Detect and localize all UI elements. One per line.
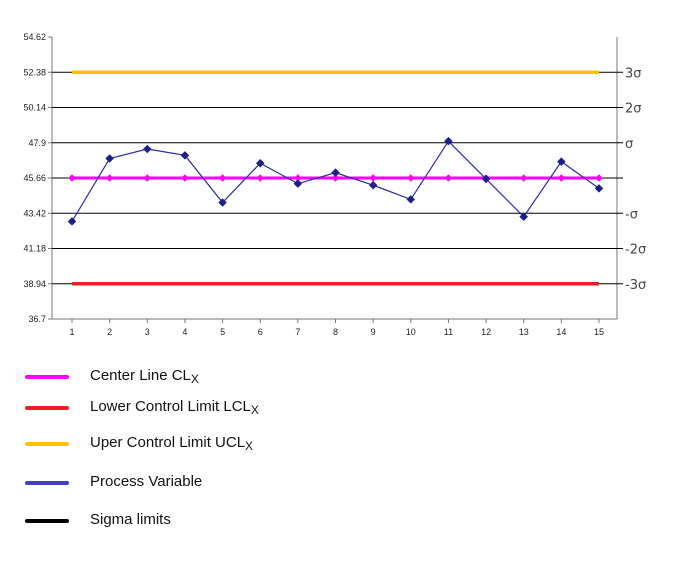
- center-line-point: [444, 174, 453, 182]
- legend-subscript-center-line: X: [190, 372, 199, 386]
- x-tick-label: 14: [556, 327, 566, 337]
- sigma-label: -3σ: [625, 278, 646, 293]
- x-tick-label: 8: [333, 327, 338, 337]
- sigma-label: -2σ: [625, 243, 646, 258]
- process-variable-point: [481, 174, 491, 184]
- center-line-point: [68, 174, 76, 182]
- legend-label-upper-control-limit: Uper Control Limit UCL: [90, 434, 246, 451]
- x-tick-label: 1: [69, 327, 74, 337]
- process-variable-point: [67, 217, 77, 226]
- control-chart: 36.738.9441.1843.4245.6647.950.1452.3854…: [23, 32, 646, 337]
- center-line-point: [105, 174, 114, 182]
- center-line-point: [218, 174, 227, 182]
- legend-swatch-upper-control-limit: [25, 442, 69, 446]
- x-tick-label: 11: [444, 327, 453, 337]
- y-tick-label: 41.18: [23, 244, 46, 254]
- x-tick-label: 7: [295, 327, 300, 337]
- process-variable-point: [368, 180, 378, 190]
- y-tick-label: 43.42: [23, 208, 46, 218]
- legend-swatch-sigma-limits: [25, 519, 69, 523]
- process-variable-point: [406, 195, 416, 204]
- center-line-point: [595, 174, 603, 182]
- legend-swatch-lower-control-limit: [25, 406, 69, 410]
- process-variable-point: [331, 168, 340, 178]
- process-variable-point: [142, 144, 152, 154]
- sigma-label: 2σ: [625, 102, 642, 117]
- x-tick-label: 6: [258, 327, 263, 337]
- y-tick-label: 47.9: [28, 138, 46, 148]
- process-variable-point: [519, 212, 529, 222]
- legend-label-center-line: Center Line CL: [90, 367, 191, 384]
- x-tick-label: 15: [594, 327, 604, 337]
- x-tick-label: 2: [107, 327, 112, 337]
- center-line-point: [369, 174, 377, 182]
- y-tick-label: 52.38: [23, 67, 46, 77]
- center-line-point: [143, 174, 152, 182]
- legend-label-sigma-limits: Sigma limits: [90, 511, 171, 528]
- x-tick-label: 13: [519, 327, 529, 337]
- y-tick-label: 38.94: [23, 279, 46, 289]
- process-variable-point: [293, 179, 303, 189]
- legend-swatch-process-variable: [25, 481, 69, 485]
- sigma-label: -σ: [625, 207, 638, 222]
- process-variable-point: [594, 184, 604, 193]
- legend-label-lower-control-limit: Lower Control Limit LCL: [90, 398, 251, 415]
- legend-subscript-lower-control-limit: X: [250, 403, 259, 417]
- center-line-point: [256, 174, 265, 182]
- process-variable-point: [105, 154, 114, 163]
- legend-label-process-variable: Process Variable: [90, 473, 203, 490]
- sigma-label: σ: [625, 137, 633, 152]
- x-tick-label: 12: [481, 327, 491, 337]
- x-tick-label: 10: [406, 327, 416, 337]
- process-variable-point: [180, 150, 190, 160]
- process-variable-point: [255, 158, 265, 168]
- center-line-point: [557, 174, 566, 182]
- x-tick-label: 5: [220, 327, 225, 337]
- legend-subscript-upper-control-limit: X: [245, 439, 254, 453]
- process-variable-point: [557, 157, 566, 166]
- x-tick-label: 9: [371, 327, 376, 337]
- legend-swatch-center-line: [25, 375, 69, 379]
- center-line-point: [331, 174, 340, 182]
- y-tick-label: 36.7: [28, 314, 46, 324]
- center-line-point: [406, 174, 415, 182]
- process-variable-point: [218, 198, 227, 207]
- x-tick-label: 3: [145, 327, 150, 337]
- y-tick-label: 45.66: [23, 173, 46, 183]
- sigma-label: 3σ: [625, 66, 642, 81]
- x-tick-label: 4: [182, 327, 187, 337]
- y-tick-label: 54.62: [23, 32, 46, 42]
- process-variable-point: [444, 136, 453, 146]
- center-line-point: [519, 174, 528, 182]
- y-tick-label: 50.14: [23, 103, 46, 113]
- center-line-point: [181, 174, 189, 182]
